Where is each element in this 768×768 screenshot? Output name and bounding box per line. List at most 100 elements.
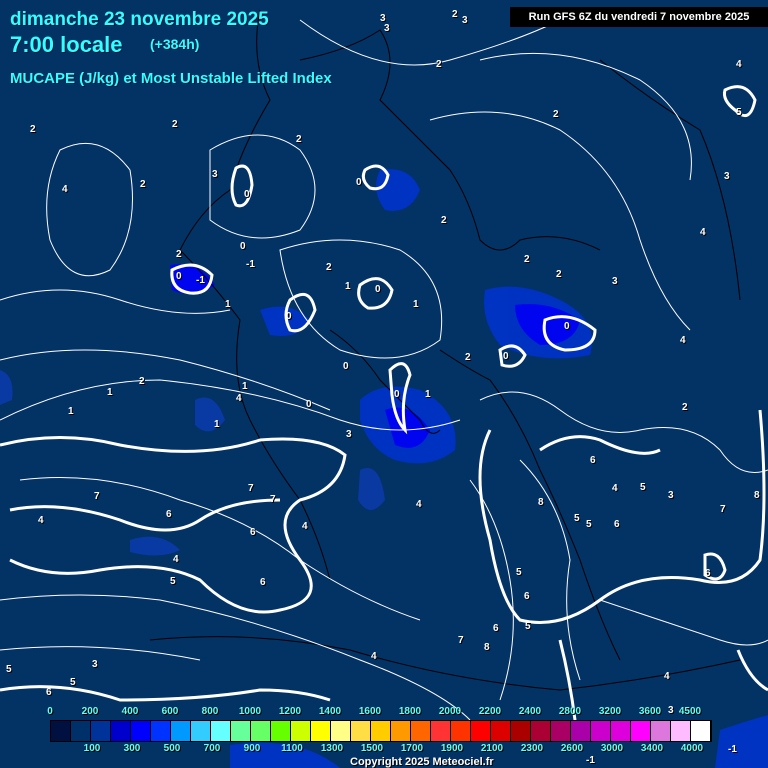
contour-label: 7 bbox=[458, 635, 464, 646]
contour-label: -1 bbox=[246, 259, 255, 270]
colorbar-swatch bbox=[591, 721, 611, 741]
colorbar-bottom-label: 3000 bbox=[600, 743, 624, 754]
contour-label: 0 bbox=[503, 351, 509, 362]
colorbar-bottom-label: 500 bbox=[163, 743, 181, 754]
forecast-time: 7:00 locale bbox=[10, 32, 123, 57]
colorbar-swatch bbox=[491, 721, 511, 741]
parameter-title: MUCAPE (J/kg) et Most Unstable Lifted In… bbox=[10, 70, 332, 87]
colorbar-bottom-label: 900 bbox=[243, 743, 261, 754]
contour-label: 8 bbox=[484, 642, 490, 653]
contour-label: 6 bbox=[260, 577, 266, 588]
forecast-date: dimanche 23 novembre 2025 bbox=[10, 9, 269, 30]
contour-label: 2 bbox=[441, 215, 447, 226]
contour-label: 2 bbox=[30, 124, 36, 135]
colorbar-swatch bbox=[111, 721, 131, 741]
lifted-index-contours bbox=[0, 19, 768, 721]
colorbar-top-label: 2800 bbox=[558, 706, 582, 717]
contour-label: 0 bbox=[394, 389, 400, 400]
contour-label: 1 bbox=[242, 381, 248, 392]
colorbar-swatch bbox=[431, 721, 451, 741]
contour-label: 1 bbox=[425, 389, 431, 400]
colorbar-top-label: 3600 bbox=[638, 706, 662, 717]
contour-label: 2 bbox=[524, 254, 530, 265]
contour-label: 0 bbox=[244, 189, 250, 200]
contour-label: 6 bbox=[166, 509, 172, 520]
colorbar-top-label: 1400 bbox=[318, 706, 342, 717]
colorbar-bottom-label: 2600 bbox=[560, 743, 584, 754]
colorbar-top-label: 1200 bbox=[278, 706, 302, 717]
contour-label: 0 bbox=[240, 241, 246, 252]
contour-label: 8 bbox=[754, 490, 760, 501]
colorbar-swatch bbox=[651, 721, 671, 741]
colorbar-bottom-label: 300 bbox=[123, 743, 141, 754]
colorbar-swatch bbox=[211, 721, 231, 741]
contour-label: 2 bbox=[465, 352, 471, 363]
contour-label: 5 bbox=[736, 107, 742, 118]
coastlines bbox=[149, 9, 741, 691]
contour-label: 5 bbox=[640, 482, 646, 493]
colorbar-swatch bbox=[631, 721, 651, 741]
contour-label: 2 bbox=[172, 119, 178, 130]
contour-label: 3 bbox=[462, 15, 468, 26]
colorbar-swatch bbox=[531, 721, 551, 741]
contour-label: 0 bbox=[564, 321, 570, 332]
colorbar-swatch bbox=[251, 721, 271, 741]
colorbar-bottom-label: 1100 bbox=[281, 743, 303, 754]
colorbar-swatch bbox=[51, 721, 71, 741]
contour-label: 4 bbox=[38, 515, 44, 526]
contour-label: 6 bbox=[524, 591, 530, 602]
contour-label: 6 bbox=[46, 687, 52, 698]
colorbar-swatch bbox=[551, 721, 571, 741]
colorbar-bottom-label: 1700 bbox=[400, 743, 424, 754]
contour-label: 3 bbox=[380, 13, 386, 24]
contour-label: 2 bbox=[682, 402, 688, 413]
contour-label: 4 bbox=[173, 554, 179, 565]
colorbar-swatch bbox=[611, 721, 631, 741]
contour-label: 1 bbox=[413, 299, 419, 310]
thick-contours bbox=[0, 85, 768, 721]
contour-label: 2 bbox=[452, 9, 458, 20]
contour-label: -1 bbox=[586, 755, 595, 766]
colorbar-top-label: 2000 bbox=[438, 706, 462, 717]
contour-label: 3 bbox=[724, 171, 730, 182]
colorbar-swatch bbox=[271, 721, 291, 741]
contour-label: 0 bbox=[306, 399, 312, 410]
contour-label: 2 bbox=[176, 249, 182, 260]
colorbar-top-label: 800 bbox=[201, 706, 219, 717]
contour-label: 1 bbox=[107, 387, 113, 398]
contour-label: 6 bbox=[493, 623, 499, 634]
colorbar-bottom-label: 3400 bbox=[640, 743, 664, 754]
colorbar-swatch bbox=[691, 721, 711, 741]
contour-label: 2 bbox=[140, 179, 146, 190]
contour-label: 1 bbox=[345, 281, 351, 292]
contour-label: 7 bbox=[270, 494, 276, 505]
colorbar-top-label: 1600 bbox=[358, 706, 382, 717]
colorbar-bottom-label: 1300 bbox=[320, 743, 344, 754]
colorbar-swatch bbox=[371, 721, 391, 741]
contour-label: 0 bbox=[343, 361, 349, 372]
colorbar-top-label: 400 bbox=[121, 706, 139, 717]
colorbar-bottom-label: 100 bbox=[83, 743, 101, 754]
contour-label: 4 bbox=[62, 184, 68, 195]
colorbar-swatch bbox=[391, 721, 411, 741]
contour-label: 1 bbox=[225, 299, 231, 310]
contour-label: 2 bbox=[436, 59, 442, 70]
colorbar-top-label: 0 bbox=[47, 706, 53, 717]
colorbar-top-label: 600 bbox=[161, 706, 179, 717]
contour-label: 4 bbox=[236, 393, 242, 404]
contour-label: 4 bbox=[302, 521, 308, 532]
contour-label: 5 bbox=[586, 519, 592, 530]
copyright: Copyright 2025 Meteociel.fr bbox=[350, 756, 494, 768]
colorbar-swatch bbox=[471, 721, 491, 741]
colorbar-swatch bbox=[231, 721, 251, 741]
contour-label: 5 bbox=[70, 677, 76, 688]
colorbar-top-label: 4500 bbox=[678, 706, 702, 717]
colorbar-swatch bbox=[351, 721, 371, 741]
colorbar-swatch bbox=[511, 721, 531, 741]
contour-label: 4 bbox=[700, 227, 706, 238]
colorbar-swatch bbox=[331, 721, 351, 741]
contour-label: 3 bbox=[346, 429, 352, 440]
contour-label: 7 bbox=[248, 483, 254, 494]
contour-label: 0 bbox=[375, 284, 381, 295]
